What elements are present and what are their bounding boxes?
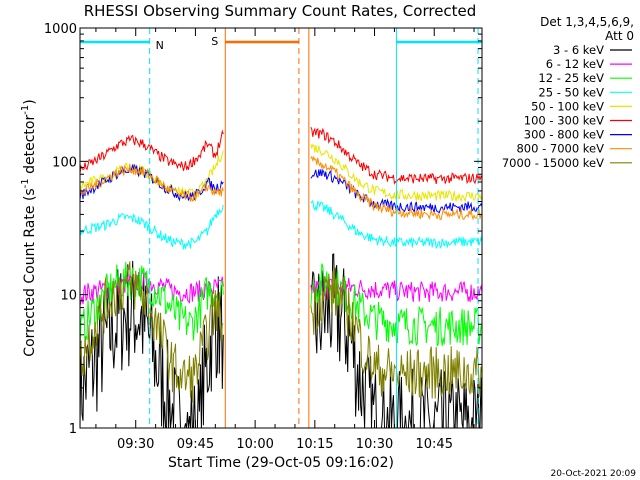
saa-label: S <box>211 35 218 48</box>
y-axis-label-sup2: -1 <box>20 105 31 115</box>
x-tick-label-3: 10:00 <box>236 437 273 452</box>
legend-label-7: 300 - 800 keV <box>524 128 604 142</box>
legend-label-1: 3 - 6 keV <box>553 43 604 57</box>
y-tick-label-3: 10 <box>60 289 77 304</box>
series-4-segment-1 <box>79 204 224 250</box>
y-axis-label-prefix: Corrected Count Rate (s <box>22 188 38 356</box>
footer-date: 20-Oct-2021 20:09 <box>551 469 637 479</box>
legend-header-line2: Att 0 <box>605 29 634 43</box>
legend-label-6: 100 - 300 keV <box>524 114 604 128</box>
series-9-segment-1 <box>79 261 224 403</box>
series-3 <box>79 261 483 355</box>
x-tick-label-2: 09:45 <box>177 437 214 452</box>
y-axis-label: Corrected Count Rate (s-1 detector-1) <box>20 99 38 356</box>
legend-label-2: 6 - 12 keV <box>546 57 604 71</box>
x-tick-label-4: 10:15 <box>296 437 333 452</box>
series-6-segment-1 <box>79 129 224 174</box>
y-axis-label-suffix: ) <box>22 99 38 104</box>
legend-header-line1: Det 1,3,4,5,6,9, <box>540 15 634 29</box>
night-label: N <box>156 39 164 52</box>
y-axis-label-mid: detector <box>22 115 38 179</box>
series-2-segment-1 <box>79 271 224 306</box>
x-tick-label-6: 10:45 <box>416 437 453 452</box>
axis-ticks: 09:30 09:45 10:00 10:15 10:30 10:45 1000 100 10 1 <box>44 22 482 452</box>
series-layer <box>79 126 483 429</box>
plot-frame <box>79 27 483 429</box>
series-5-segment-1 <box>79 150 224 199</box>
legend-label-5: 50 - 100 keV <box>531 99 604 113</box>
legend-label-3: 12 - 25 keV <box>538 71 604 85</box>
y-axis-label-sup1: -1 <box>20 178 31 188</box>
y-tick-label-4: 1 <box>69 422 77 437</box>
y-tick-label-2: 100 <box>52 155 77 170</box>
legend-label-9: 7000 - 15000 keV <box>502 156 604 170</box>
y-tick-label-1: 1000 <box>44 22 77 37</box>
series-8-segment-1 <box>79 163 224 202</box>
chart-title: RHESSI Observing Summary Count Rates, Co… <box>84 2 477 20</box>
series-3-segment-1 <box>79 261 224 355</box>
x-tick-label-5: 10:30 <box>356 437 393 452</box>
legend-label-4: 25 - 50 keV <box>538 85 604 99</box>
legend-label-8: 800 - 7000 keV <box>516 142 604 156</box>
series-6 <box>79 126 483 185</box>
x-tick-label-1: 09:30 <box>117 437 154 452</box>
x-axis-label: Start Time (29-Oct-05 09:16:02) <box>168 455 394 471</box>
